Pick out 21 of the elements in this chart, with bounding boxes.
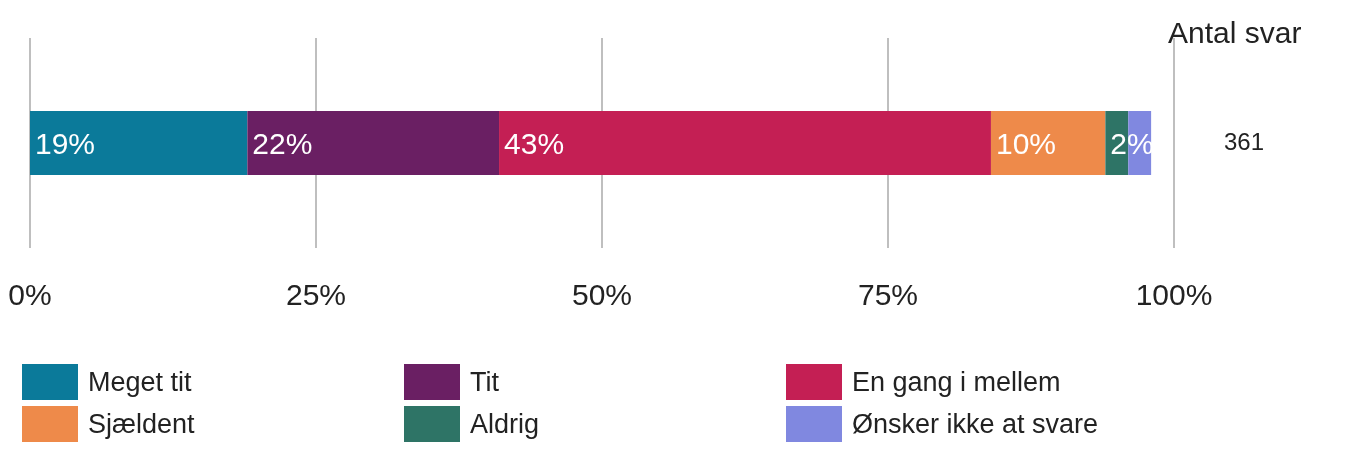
bar	[990, 111, 1106, 175]
data-label: 10%	[995, 126, 1057, 160]
bar	[247, 111, 500, 175]
text: 361	[1224, 128, 1265, 156]
annotation: Antal svar	[1168, 16, 1302, 50]
legend-label: Ønsker ikke at svare	[852, 408, 1099, 440]
x-tick-label: 50%	[571, 278, 633, 312]
x-tick-label: 75%	[857, 278, 919, 312]
bar	[30, 111, 248, 175]
x-tick-label: 25%	[285, 278, 347, 312]
legend-label: Sjældent	[88, 408, 195, 440]
legend-label: Tit	[470, 366, 499, 398]
legend-label: En gang i mellem	[852, 366, 1061, 398]
x-tick-label: 100%	[1135, 278, 1213, 312]
x-tick-label: 0%	[8, 278, 52, 312]
data-label: 19%	[35, 126, 96, 160]
data-label: 43%	[504, 126, 565, 160]
data-label: 22%	[252, 126, 313, 160]
bar	[499, 111, 991, 175]
legend-label: Meget tit	[88, 366, 192, 398]
legend-label: Aldrig	[470, 408, 540, 440]
